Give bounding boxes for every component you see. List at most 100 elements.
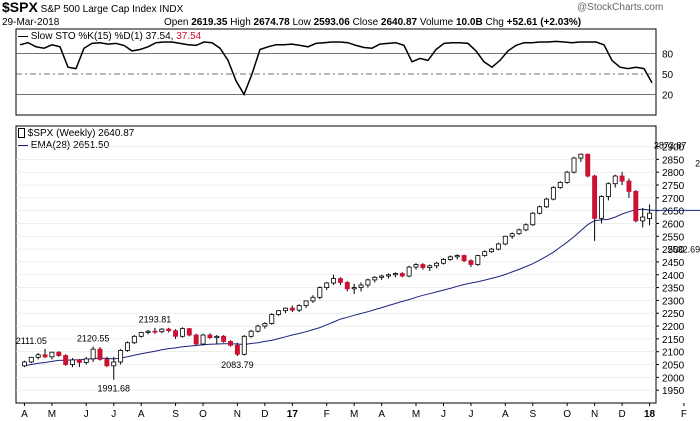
candle-body <box>399 273 405 277</box>
candle-body <box>131 335 137 344</box>
y-tick-label: 2050 <box>662 361 685 372</box>
date: 29-Mar-2018 <box>2 17 60 28</box>
x-tick-label: F <box>324 409 330 420</box>
high-value: 2674.78 <box>253 17 290 28</box>
candle-body <box>228 341 233 346</box>
candle-body <box>42 354 48 358</box>
candle-body <box>544 198 549 208</box>
candle-body <box>509 233 515 237</box>
candle-body <box>585 153 591 177</box>
candle-body <box>145 330 151 333</box>
price-annotation: 2083.79 <box>221 360 254 370</box>
candle-body <box>317 287 323 298</box>
x-tick-label: M <box>350 409 358 420</box>
candle-key-icon <box>18 128 25 139</box>
candle-body <box>97 348 103 360</box>
candle-body <box>248 330 254 337</box>
candle-body <box>207 334 213 338</box>
y-tick-label: 2250 <box>662 309 685 320</box>
y-tick-label: 2000 <box>662 373 685 384</box>
candle-body <box>530 212 536 226</box>
y-tick-label: 2150 <box>662 335 685 346</box>
x-tick-label: 18 <box>644 409 656 420</box>
low-label: Low <box>292 17 311 28</box>
candle-body <box>434 262 440 267</box>
candle-body <box>557 182 563 188</box>
y-tick-label: 2600 <box>662 219 685 230</box>
x-tick-label: 17 <box>287 409 299 420</box>
x-tick-label: F <box>681 409 687 420</box>
candle-body <box>495 243 501 250</box>
candle-body <box>276 310 282 315</box>
price-legend: $SPX (Weekly) 2640.87 <box>18 128 134 140</box>
stoch-level-label: 20 <box>662 90 674 101</box>
x-tick-label: J <box>111 409 116 420</box>
y-tick-label: 2450 <box>662 258 685 269</box>
candle-body <box>63 355 69 365</box>
y-tick-label: 2650 <box>662 207 685 218</box>
price-annotation: 2801.90 <box>695 159 700 169</box>
candle-body <box>283 307 288 312</box>
candle-body <box>516 229 522 235</box>
candle-body <box>255 325 261 332</box>
candle-body <box>647 212 653 219</box>
symbol: $SPX <box>2 0 38 15</box>
stoch-line-key-icon <box>18 35 28 37</box>
x-tick-label: O <box>199 409 207 420</box>
candle-body <box>262 323 268 327</box>
candle-body <box>351 287 357 290</box>
y-tick-label: 1950 <box>662 386 685 397</box>
ema-legend: EMA(28) 2651.50 <box>18 140 109 152</box>
price-annotation: 2111.05 <box>16 336 47 346</box>
ema-line <box>24 208 700 367</box>
candle-body <box>475 255 481 265</box>
x-tick-label: N <box>591 409 598 420</box>
candle-body <box>83 358 89 363</box>
candle-body <box>324 282 330 288</box>
x-tick-label: A <box>378 409 385 420</box>
candle-body <box>599 196 604 219</box>
candle-body <box>138 332 144 337</box>
y-tick-label: 2400 <box>662 271 685 282</box>
candle-body <box>76 359 82 363</box>
ema-line-key-icon <box>18 144 28 146</box>
candle-body <box>152 330 158 333</box>
x-tick-label: M <box>48 409 56 420</box>
candle-body <box>241 335 247 355</box>
x-tick-label: S <box>172 409 179 420</box>
candle-body <box>454 255 460 258</box>
y-tick-label: 2200 <box>662 322 685 333</box>
price-annotation: 2872.87 <box>654 140 687 150</box>
candle-body <box>468 260 474 265</box>
candle-body <box>310 296 316 302</box>
candle-body <box>214 335 220 338</box>
candle-body <box>173 330 179 337</box>
candle-body <box>56 351 62 356</box>
candle-body <box>200 334 206 345</box>
candle-body <box>626 180 632 192</box>
open-value: 2619.35 <box>191 17 228 28</box>
candle-body <box>571 157 577 173</box>
candle-body <box>564 171 570 183</box>
candle-body <box>179 328 185 337</box>
candle-body <box>537 206 543 214</box>
candle-body <box>365 279 371 286</box>
y-tick-label: 2900 <box>662 143 685 154</box>
y-tick-label: 2500 <box>662 245 685 256</box>
candle-body <box>344 282 350 290</box>
close-label: Close <box>352 17 379 28</box>
security-name: S&P 500 Large Cap Index <box>40 4 157 15</box>
y-tick-label: 2700 <box>662 194 685 205</box>
candle-body <box>482 251 488 256</box>
watermark: @StockCharts.com <box>577 2 664 13</box>
x-tick-label: O <box>563 409 571 420</box>
candle-body <box>303 300 309 306</box>
volume-label: Volume <box>419 17 454 28</box>
stoch-label: Slow STO %K(15) %D(1) 37.54, <box>30 31 174 42</box>
candle-body <box>358 284 364 288</box>
x-tick-label: A <box>21 409 28 420</box>
candle-body <box>166 328 172 332</box>
candle-body <box>605 183 611 197</box>
candle-body <box>186 328 192 336</box>
